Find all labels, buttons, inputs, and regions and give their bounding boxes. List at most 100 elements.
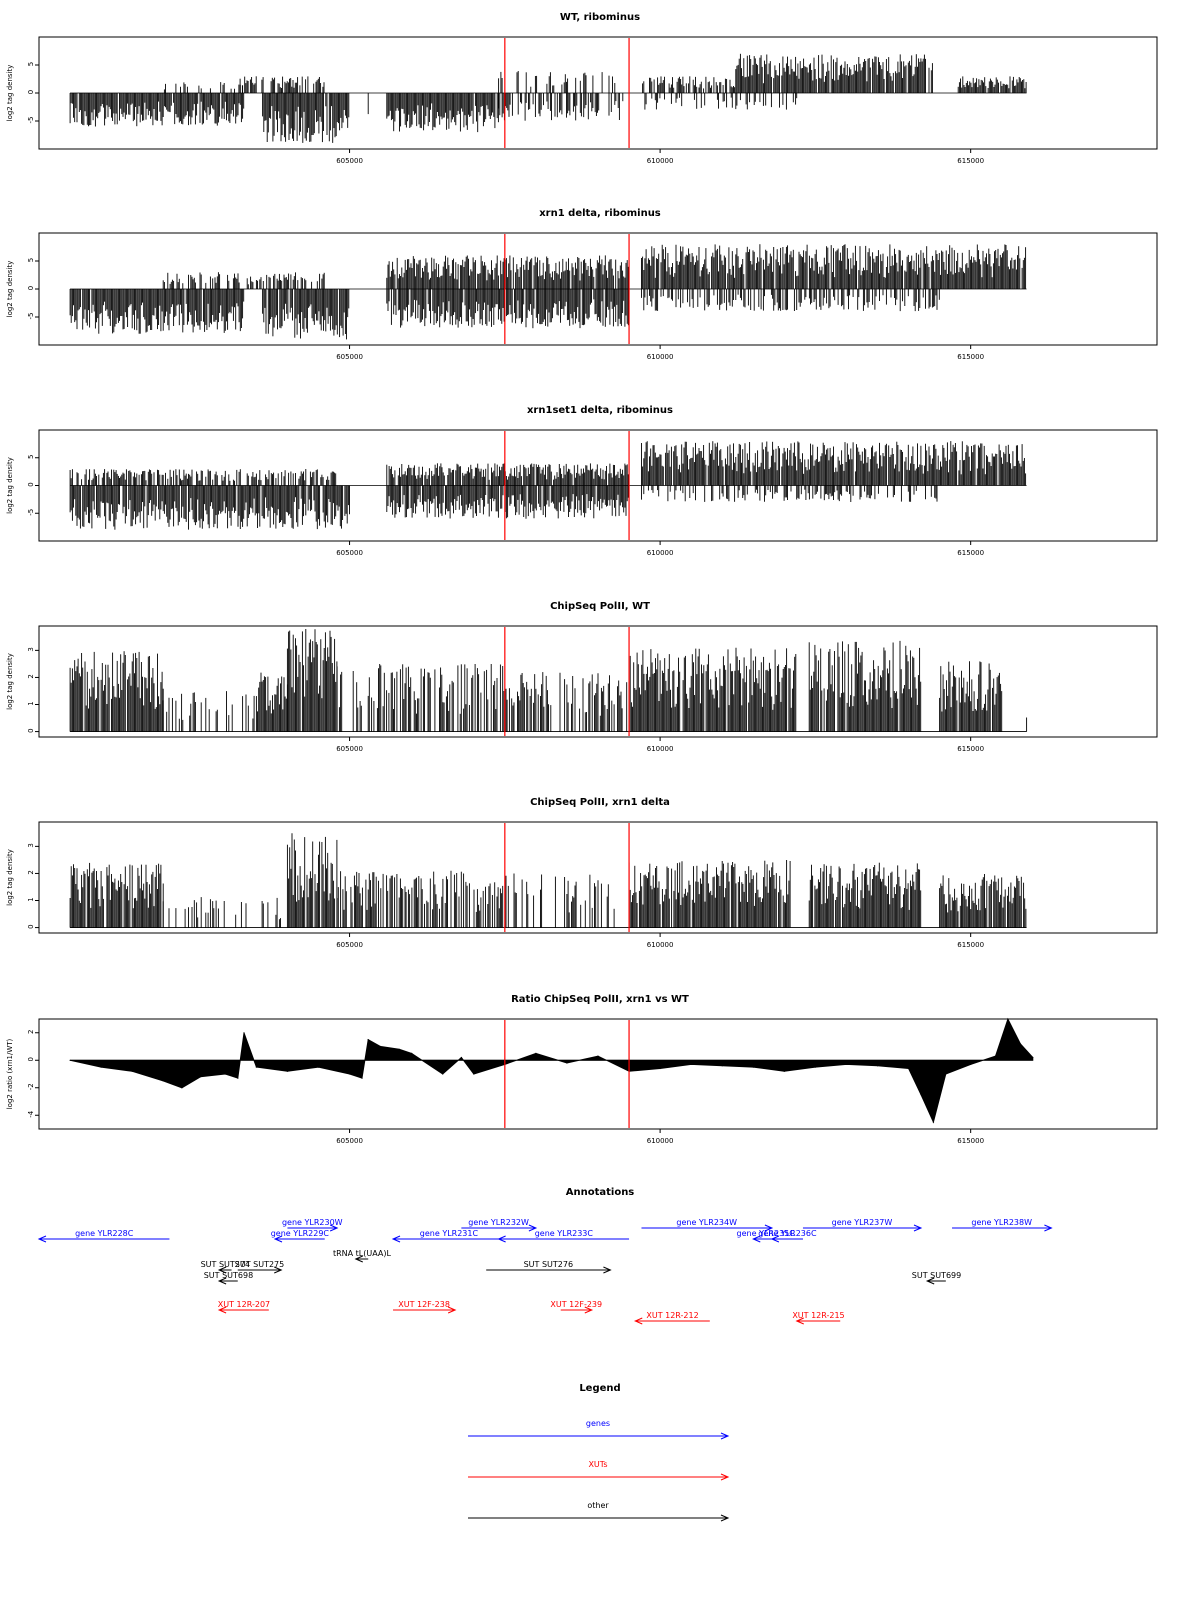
annotation-other: SUT SUT699 [912, 1271, 961, 1285]
ratio-point [994, 1055, 997, 1057]
x-tick-label: 610000 [647, 549, 674, 557]
y-tick-label: 0 [27, 1057, 35, 1061]
arrow-head [391, 1235, 401, 1243]
x-tick-label: 615000 [957, 941, 984, 949]
arrow-head [273, 1235, 283, 1243]
ratio-point [690, 1063, 692, 1065]
density-series-8 [808, 640, 922, 732]
chart-panel-4: ChipSeq PolII, WT 0 1 2 3 log2 tag density 605… [6, 601, 1158, 753]
ratio-point [100, 1066, 102, 1068]
x-tick-label: 605000 [336, 1137, 363, 1145]
legend-label: genes [586, 1419, 610, 1428]
density-series-5 [336, 664, 505, 732]
ratio-point [752, 1066, 754, 1068]
ratio-point [932, 1121, 935, 1123]
annotation-xuts: XUT 12R-212 [633, 1311, 710, 1325]
density-series-2 [162, 691, 255, 732]
ratio-point [460, 1056, 462, 1059]
arrow-head [603, 1266, 612, 1274]
arrow-head [795, 1317, 804, 1325]
legend-panel: Legend genes XUTs other [468, 1383, 730, 1522]
ratio-point [69, 1059, 71, 1061]
annotation-genes: gene YLR229C [271, 1229, 329, 1243]
arrow-head [720, 1514, 730, 1522]
density-series-7 [628, 647, 797, 732]
density-series-2 [163, 82, 244, 93]
ratio-point [411, 1052, 413, 1054]
annotation-label: gene YLR235C [737, 1229, 796, 1238]
ratio-point [380, 1045, 382, 1048]
density-series-5 [641, 441, 1027, 486]
arrow-head [770, 1235, 780, 1243]
density-series-7 [641, 289, 940, 312]
legend-entry-genes: genes [468, 1419, 730, 1440]
arrow-head [217, 1266, 227, 1274]
y-tick-label: -2 [27, 1083, 35, 1090]
annotation-label: gene YLR236C [758, 1229, 817, 1238]
ratio-point [224, 1073, 226, 1075]
y-tick-label: -5 [27, 509, 35, 516]
density-series-3 [386, 463, 629, 486]
arrow-head [584, 1306, 594, 1314]
annotation-label: gene YLR238W [971, 1218, 1032, 1227]
ratio-area [69, 1017, 1034, 1124]
annotation-xuts: XUT 12F-238 [393, 1300, 457, 1314]
y-tick-label: -5 [27, 313, 35, 320]
density-series-4 [336, 870, 504, 928]
annotation-label: XUT 12R-212 [646, 1311, 698, 1320]
x-tick-label: 605000 [336, 745, 363, 753]
density-series-5 [505, 873, 615, 928]
density-series-6 [641, 485, 938, 502]
chart-title: xrn1 delta, ribominus [539, 208, 661, 219]
ratio-point [473, 1073, 475, 1075]
x-tick-label: 615000 [957, 157, 984, 165]
y-tick-label: 5 [27, 455, 35, 459]
y-axis-label: log2 tag density [6, 849, 14, 906]
ratio-point [181, 1087, 183, 1089]
density-series-7 [808, 862, 922, 928]
density-series-9 [642, 76, 736, 93]
ratio-point [367, 1039, 369, 1041]
ratio-point [162, 1080, 164, 1082]
chart-title: xrn1set1 delta, ribominus [527, 405, 673, 416]
plot-frame [38, 1018, 1158, 1130]
arrow-head [329, 1224, 339, 1232]
annotation-label: SUT SUT274 [201, 1260, 250, 1269]
annotation-genes: gene YLR231C [391, 1229, 505, 1243]
annotation-label: SUT SUT699 [912, 1271, 961, 1280]
annotation-genes: gene YLR233C [497, 1229, 630, 1243]
ratio-point [286, 1070, 288, 1072]
density-series-3 [255, 672, 288, 732]
y-tick-label: 0 [27, 728, 35, 732]
arrow-head [274, 1266, 283, 1274]
ratio-point [783, 1070, 785, 1072]
ratio-point [970, 1063, 972, 1065]
annotation-label: gene YLR232W [468, 1218, 529, 1227]
density-series-6 [505, 672, 628, 732]
chart-title: WT, ribominus [560, 12, 640, 23]
arrow-head [720, 1473, 730, 1481]
x-tick-label: 615000 [957, 1137, 984, 1145]
arrow-head [447, 1306, 457, 1314]
y-axis-label: log2 tag density [6, 653, 14, 710]
annotation-label: gene YLR231C [420, 1229, 479, 1238]
density-series-6 [386, 93, 499, 133]
annotation-label: XUT 12F-239 [550, 1300, 602, 1309]
annotations-title: Annotations [566, 1187, 635, 1198]
arrow-head [752, 1235, 761, 1243]
x-tick-label: 615000 [957, 745, 984, 753]
annotation-label: XUT 12F-238 [398, 1300, 450, 1309]
annotation-label: SUT SUT275 [235, 1260, 284, 1269]
annotation-label: gene YLR228C [75, 1229, 134, 1238]
density-series-1 [69, 862, 164, 928]
legend-label: XUTs [588, 1460, 607, 1469]
arrow-head [354, 1255, 363, 1263]
annotation-label: gene YLR234W [676, 1218, 737, 1227]
annotation-other: tRNA tL(UAA)L [333, 1249, 392, 1263]
y-tick-label: -4 [27, 1110, 35, 1118]
ratio-point [1007, 1018, 1009, 1020]
density-series-1 [69, 289, 245, 334]
annotation-xuts: XUT 12R-207 [218, 1300, 270, 1314]
annotation-genes: gene YLR236C [758, 1229, 817, 1243]
